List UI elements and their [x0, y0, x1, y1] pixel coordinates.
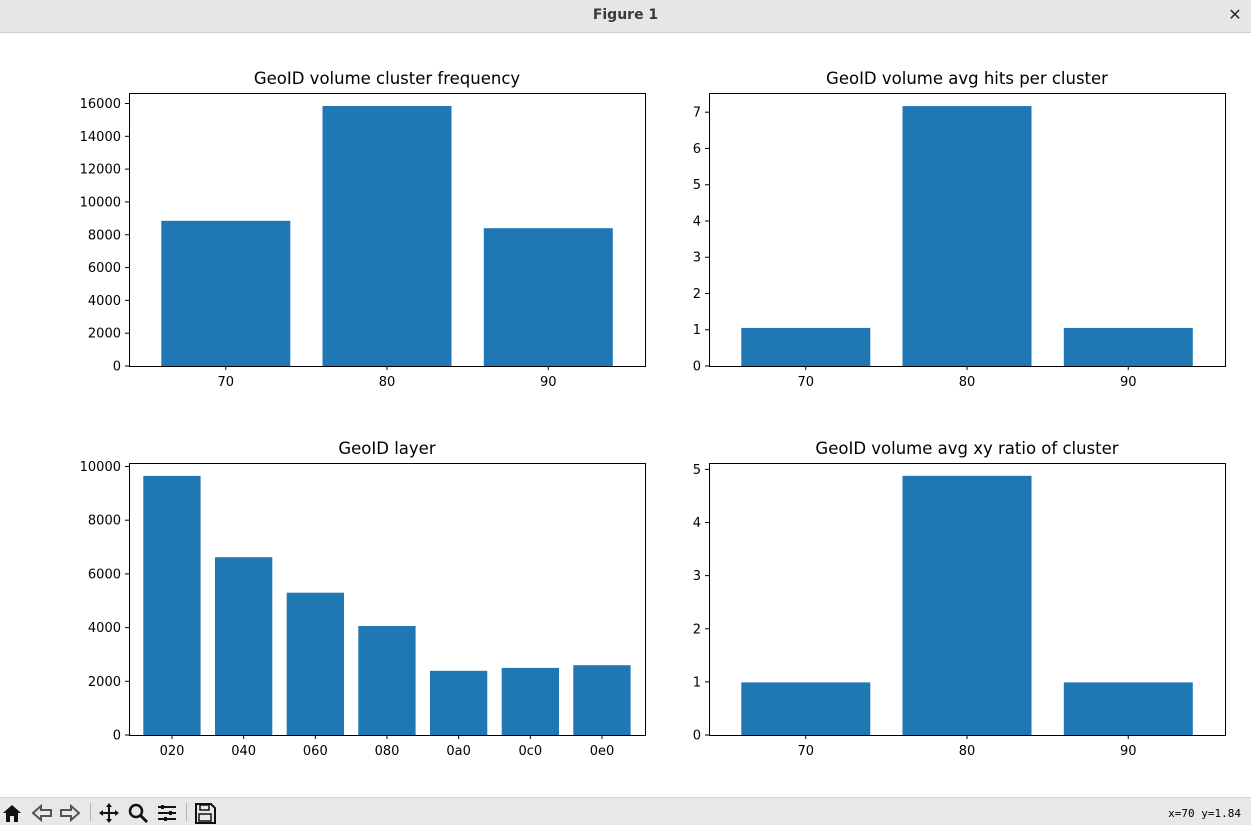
- subplot-2: 70 80 90 0 1 2 3 4 5 6 7 GeoID volume avg hits per …: [693, 69, 1226, 390]
- x-tick-label: 80: [959, 375, 976, 390]
- chart-title: GeoID layer: [338, 439, 435, 458]
- bar: [430, 670, 488, 735]
- x-tick-label: 060: [303, 744, 328, 759]
- bar: [573, 665, 631, 735]
- y-tick-label: 2: [693, 622, 701, 637]
- y-tick-label: 0: [113, 360, 121, 375]
- x-tick-label: 80: [379, 375, 396, 390]
- y-tick-label: 5: [693, 178, 701, 193]
- bar: [1063, 682, 1193, 735]
- bar: [1063, 327, 1193, 366]
- bar: [741, 682, 871, 735]
- y-tick-label: 3: [693, 569, 701, 584]
- bar: [741, 327, 871, 366]
- configure-icon[interactable]: [155, 802, 179, 824]
- zoom-icon[interactable]: [126, 802, 150, 824]
- home-icon[interactable]: [0, 802, 24, 824]
- bar: [286, 592, 344, 735]
- chart-title: GeoID volume avg hits per cluster: [826, 69, 1108, 88]
- x-tick-label: 0e0: [590, 744, 615, 759]
- x-tick-label: 70: [797, 375, 814, 390]
- x-tick-label: 90: [1120, 375, 1137, 390]
- forward-icon[interactable]: [58, 802, 82, 824]
- x-tick-label: 90: [540, 375, 557, 390]
- back-icon[interactable]: [30, 802, 54, 824]
- chart-title: GeoID volume avg xy ratio of cluster: [815, 439, 1118, 458]
- x-tick-label: 040: [231, 744, 256, 759]
- y-tick-label: 6: [693, 142, 701, 157]
- y-tick-label: 7: [693, 106, 701, 121]
- bar: [902, 475, 1032, 736]
- y-tick-label: 12000: [80, 163, 121, 178]
- figure-canvas: 70 80 90 0 2000 4000 6000 8000 10000 12000 14000 16…: [0, 33, 1251, 797]
- y-tick-label: 1: [693, 675, 701, 690]
- bar: [501, 667, 559, 735]
- y-tick-label: 6000: [88, 261, 121, 276]
- x-tick-label: 80: [959, 744, 976, 759]
- y-tick-label: 8000: [88, 514, 121, 529]
- y-tick-label: 0: [693, 729, 701, 744]
- toolbar-separator: [90, 803, 91, 821]
- bar: [161, 220, 291, 366]
- y-tick-label: 4: [693, 214, 701, 229]
- close-icon[interactable]: ✕: [1228, 5, 1242, 24]
- navigation-toolbar: x=70 y=1.84: [0, 797, 1251, 825]
- x-tick-label: 90: [1120, 744, 1137, 759]
- bar: [902, 106, 1032, 366]
- subplot-3: 020 040 060 080 0a0 0c0 0e0 0 2000 4000 6000 8000 10…: [80, 439, 646, 759]
- y-tick-label: 10000: [80, 195, 121, 210]
- y-tick-label: 0: [693, 360, 701, 375]
- bar: [322, 106, 452, 366]
- y-tick-label: 2: [693, 287, 701, 302]
- x-tick-label: 70: [797, 744, 814, 759]
- window-title: Figure 1: [592, 7, 659, 23]
- chart-title: GeoID volume cluster frequency: [254, 69, 521, 88]
- x-tick-label: 0a0: [446, 744, 471, 759]
- y-tick-label: 8000: [88, 228, 121, 243]
- pan-icon[interactable]: [97, 802, 121, 824]
- y-tick-label: 6000: [88, 567, 121, 582]
- plots-svg: 70 80 900200040006000800010000120001400016…: [80, 69, 1226, 759]
- y-tick-label: 10000: [80, 460, 121, 475]
- x-tick-label: 70: [217, 375, 234, 390]
- bar: [215, 557, 273, 735]
- bar: [143, 475, 201, 735]
- y-tick-label: 0: [113, 729, 121, 744]
- y-tick-label: 4000: [88, 621, 121, 636]
- x-tick-label: 020: [160, 744, 185, 759]
- subplot-1: 70 80 90 0 2000 4000 6000 8000 10000 12000 14000 16…: [80, 69, 646, 390]
- y-tick-label: 4: [693, 516, 701, 531]
- y-tick-label: 5: [693, 463, 701, 478]
- cursor-coordinates: x=70 y=1.84: [1168, 807, 1241, 820]
- x-tick-label: 080: [375, 744, 400, 759]
- x-tick-label: 0c0: [518, 744, 542, 759]
- subplot-4: 70 80 90 0 1 2 3 4 5 GeoID volume avg xy ratio of…: [693, 439, 1226, 759]
- y-tick-label: 1: [693, 323, 701, 338]
- y-tick-label: 14000: [80, 130, 121, 145]
- bar: [483, 228, 613, 366]
- y-tick-label: 16000: [80, 97, 121, 112]
- y-tick-label: 4000: [88, 294, 121, 309]
- save-icon[interactable]: [193, 802, 217, 824]
- bar: [358, 626, 416, 735]
- y-tick-label: 2000: [88, 327, 121, 342]
- toolbar-separator: [186, 803, 187, 821]
- y-tick-label: 3: [693, 251, 701, 266]
- y-tick-label: 2000: [88, 675, 121, 690]
- window-titlebar: Figure 1 ✕: [0, 0, 1251, 33]
